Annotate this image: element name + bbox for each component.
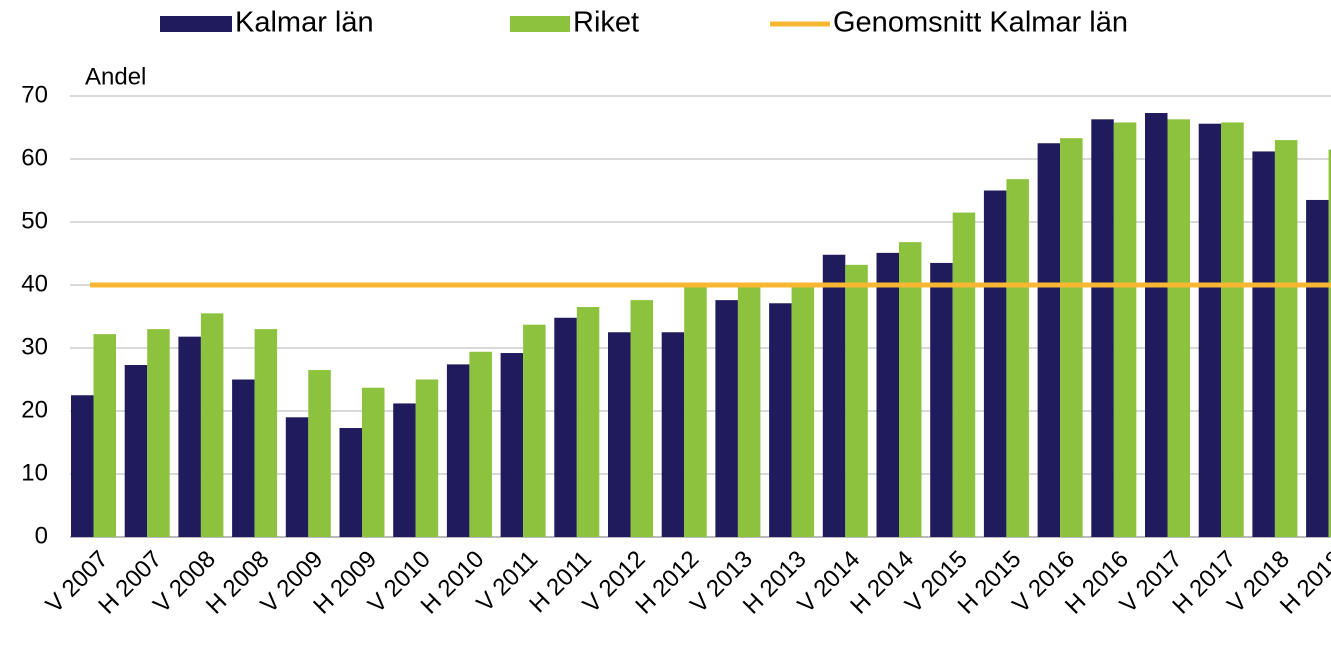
bar: [415, 379, 439, 537]
bar: [1252, 151, 1275, 537]
y-tick-label: 30: [21, 333, 48, 360]
bar: [500, 353, 524, 537]
legend-label: Genomsnitt Kalmar län: [833, 7, 1128, 39]
bar: [200, 313, 224, 537]
plot: [71, 113, 1331, 538]
y-tick-label: 70: [21, 81, 48, 108]
bar: [362, 387, 385, 537]
bar: [446, 364, 470, 537]
legend-label: Riket: [573, 7, 639, 39]
bar: [737, 285, 761, 537]
bar: [1221, 122, 1244, 538]
y-tick-label: 60: [21, 144, 48, 171]
bar: [93, 334, 116, 537]
bar: [147, 329, 170, 537]
bar: [952, 212, 976, 538]
bar: [715, 300, 738, 537]
y-tick-label: 20: [21, 396, 48, 423]
bar: [608, 332, 631, 537]
bar: [899, 242, 922, 537]
bar: [1060, 138, 1083, 537]
bar: [1274, 140, 1298, 537]
bar: [554, 317, 577, 537]
bar: [822, 254, 846, 537]
bar: [232, 379, 255, 537]
bar: [983, 190, 1007, 537]
y-tick-label: 50: [21, 207, 48, 234]
bar: [1091, 119, 1114, 537]
bar: [661, 332, 685, 537]
bar: [630, 300, 653, 537]
bar: [1037, 143, 1061, 537]
bar: [285, 417, 309, 537]
bar: [576, 307, 600, 537]
bar: [684, 285, 707, 537]
bar: [1198, 123, 1222, 537]
bar: [71, 395, 94, 537]
bar: [308, 370, 331, 537]
bar: [254, 329, 278, 537]
bar: [845, 264, 868, 537]
bar: [1145, 113, 1168, 537]
y-tick-label: 10: [21, 459, 48, 486]
legend-swatch: [510, 16, 570, 32]
bar: [769, 303, 792, 537]
legend-swatch: [160, 16, 232, 32]
bar: [469, 351, 492, 537]
bar: [393, 403, 416, 537]
bar: [1167, 119, 1190, 537]
y-axis-label: Andel: [85, 63, 146, 90]
bar: [523, 324, 546, 537]
bar: [124, 365, 148, 537]
bar: [930, 262, 953, 537]
bar: [178, 336, 201, 537]
bar: [1328, 149, 1331, 538]
bar: [1113, 122, 1137, 538]
bar: [791, 285, 815, 537]
bar: [1306, 199, 1329, 537]
y-tick-label: 0: [35, 522, 48, 549]
bar: [876, 252, 899, 537]
bar: [339, 428, 362, 537]
y-tick-label: 40: [21, 270, 48, 297]
bar: [1006, 179, 1029, 537]
legend-label: Kalmar län: [235, 7, 374, 39]
